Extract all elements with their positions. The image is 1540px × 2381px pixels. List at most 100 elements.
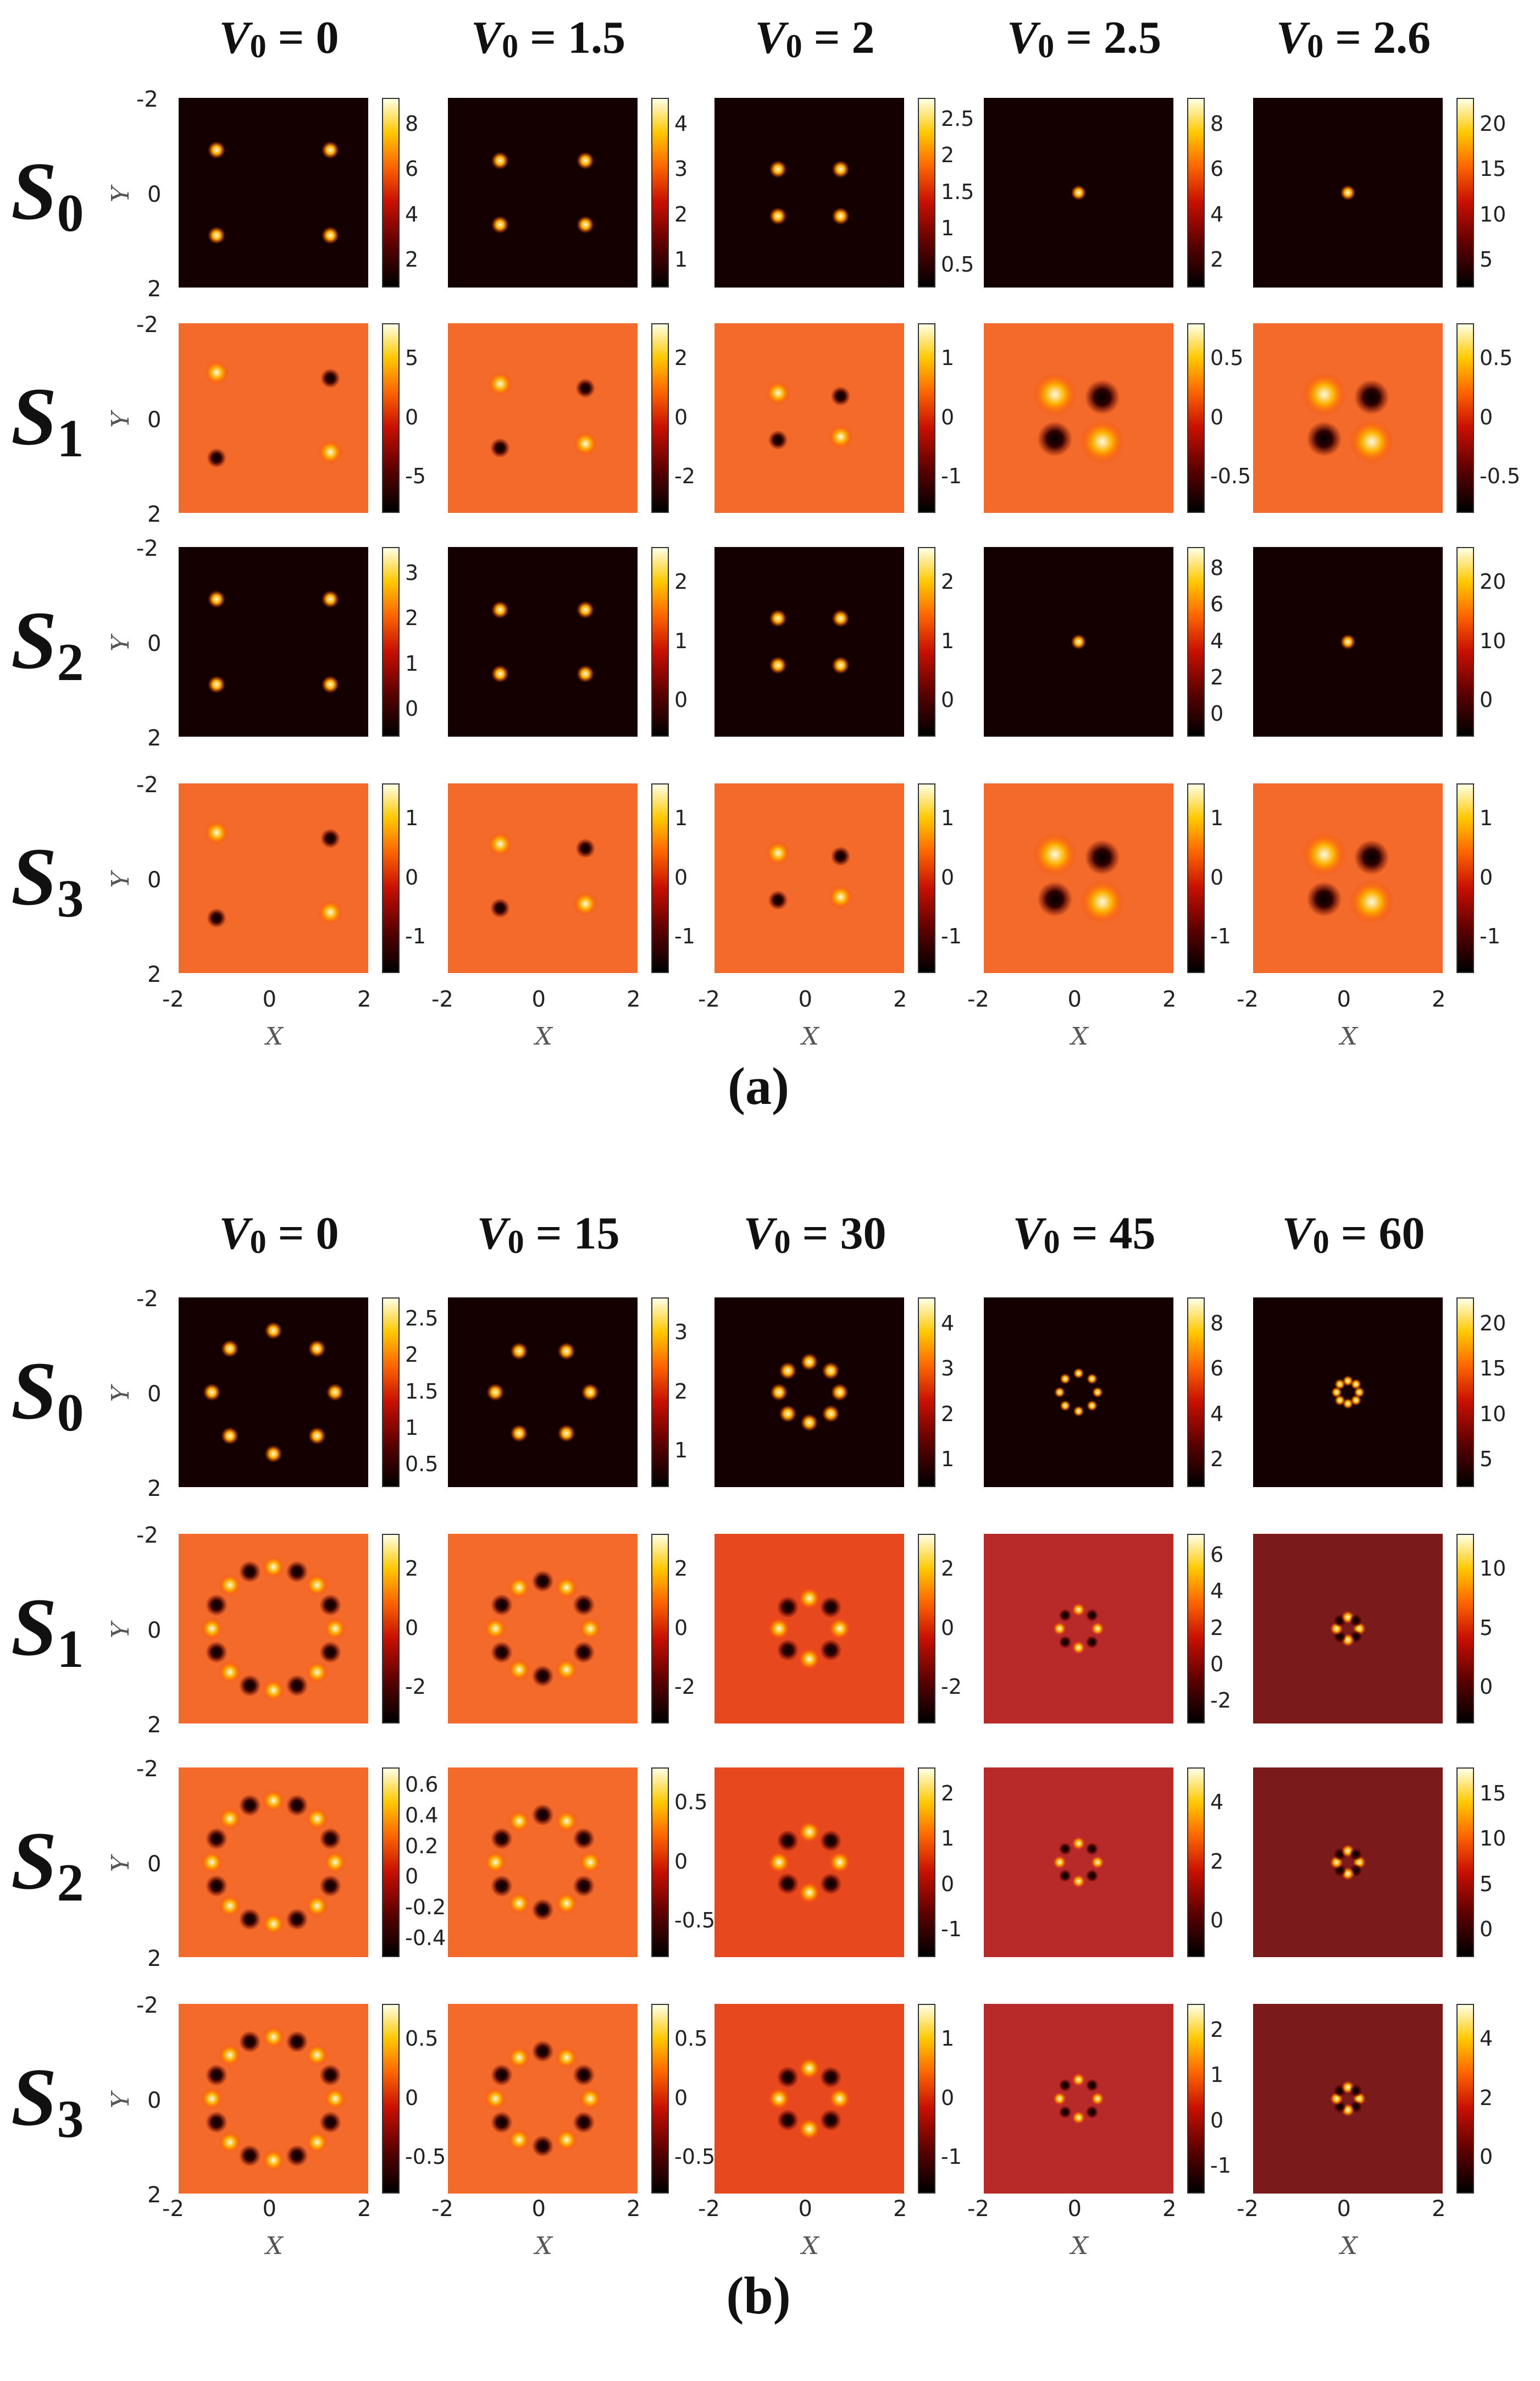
intensity-peak: [1072, 1875, 1085, 1888]
field-panel: [714, 783, 904, 973]
intensity-dip: [490, 1641, 513, 1664]
colorbar-tick-label: 6: [1210, 157, 1224, 181]
field-panel: [714, 547, 904, 737]
intensity-dip: [239, 2030, 261, 2053]
field-panel: [179, 98, 368, 288]
colorbar-tick-label: 2: [941, 1401, 955, 1426]
colorbar: [918, 98, 935, 288]
intensity-dip: [819, 1639, 842, 1661]
colorbar-tick-label: 4: [674, 112, 688, 136]
intensity-peak: [306, 1808, 328, 1830]
y-tick-label: 2: [147, 1476, 162, 1501]
colorbar: [1456, 323, 1474, 513]
x-tick-label: 0: [1067, 987, 1082, 1012]
intensity-peak: [1071, 634, 1087, 650]
x-axis-label: X: [535, 1023, 552, 1051]
intensity-dip: [319, 1875, 342, 1897]
intensity-peak: [555, 1810, 578, 1832]
colorbar-tick-label: 0: [1210, 1908, 1224, 1933]
colorbar-tick-label: -2: [674, 1675, 695, 1699]
intensity-dip: [205, 1594, 228, 1616]
colorbar-tick-label: -0.5: [1480, 464, 1521, 489]
intensity-peak: [828, 424, 853, 449]
intensity-peak: [1340, 185, 1356, 201]
y-tick-label: 0: [147, 1851, 162, 1877]
field-panel: [448, 98, 638, 288]
y-tick-label: -2: [136, 1756, 158, 1782]
intensity-dip: [1354, 839, 1389, 875]
colorbar: [1187, 1767, 1205, 1957]
intensity-dip: [239, 1908, 261, 1931]
y-tick-label: -2: [136, 1286, 158, 1312]
colorbar-tick-label: 0: [674, 688, 688, 712]
intensity-dip: [205, 1827, 228, 1850]
intensity-peak: [1086, 1373, 1098, 1385]
colorbar-tick-label: 8: [405, 112, 419, 136]
colorbar-tick-label: 0: [674, 1615, 688, 1640]
colorbar-tick-label: 6: [1210, 1356, 1224, 1381]
y-tick-label: 0: [147, 1617, 162, 1643]
intensity-dip: [1085, 1869, 1099, 1882]
colorbar-tick-label: 10: [1480, 202, 1506, 227]
intensity-peak: [798, 1881, 821, 1904]
colorbar: [651, 2004, 669, 2194]
colorbar-tick-label: 0: [405, 1615, 419, 1640]
colorbar-tick-label: 1: [405, 1415, 419, 1440]
colorbar-tick-label: 4: [1210, 1401, 1224, 1426]
intensity-dip: [1085, 2105, 1099, 2119]
colorbar-tick-label: 1: [1210, 805, 1224, 830]
intensity-dip: [531, 1804, 554, 1826]
intensity-peak: [203, 1383, 221, 1401]
intensity-peak: [573, 892, 598, 916]
intensity-peak: [579, 1617, 601, 1640]
colorbar-tick-label: -2: [1210, 1688, 1231, 1713]
colorbar: [1456, 1534, 1474, 1723]
intensity-dip: [777, 1830, 799, 1852]
colorbar-tick-label: 0: [1210, 701, 1224, 726]
row-label: S0: [11, 146, 84, 243]
intensity-peak: [488, 832, 512, 857]
x-tick-label: 2: [1432, 2196, 1446, 2222]
colorbar-tick-label: 0: [674, 405, 688, 429]
colorbar: [382, 98, 400, 288]
intensity-dip: [1306, 881, 1342, 917]
colorbar-tick-label: 0: [941, 405, 955, 429]
intensity-dip: [319, 1827, 342, 1850]
intensity-dip: [319, 1641, 342, 1664]
intensity-peak: [208, 590, 225, 608]
field-panel: [448, 547, 638, 737]
x-tick-label: -2: [1237, 2196, 1259, 2222]
colorbar-tick-label: 1.5: [941, 179, 974, 204]
x-tick-label: -2: [431, 987, 453, 1012]
colorbar-tick-label: 0: [1480, 2145, 1493, 2169]
colorbar-tick-label: 2: [405, 247, 419, 272]
colorbar-tick-label: 0: [941, 688, 955, 712]
intensity-dip: [531, 1898, 554, 1921]
intensity-peak: [828, 1617, 851, 1640]
colorbar-tick-label: 4: [1210, 1579, 1224, 1604]
intensity-peak: [1302, 372, 1347, 417]
intensity-peak: [769, 207, 787, 225]
x-axis-label: X: [1340, 2232, 1358, 2260]
intensity-dip: [207, 908, 226, 928]
intensity-dip: [490, 2064, 513, 2086]
colorbar-tick-label: -2: [405, 1675, 426, 1699]
colorbar-tick-label: 6: [1210, 1542, 1224, 1567]
colorbar: [918, 547, 935, 737]
colorbar-tick-label: -1: [674, 924, 695, 949]
colorbar-tick-label: 1: [674, 1438, 688, 1463]
y-tick-label: 0: [147, 631, 162, 656]
colorbar-tick-label: 1: [941, 2026, 955, 2051]
colorbar-tick-label: 0.5: [941, 252, 974, 277]
intensity-peak: [219, 1808, 241, 1830]
intensity-peak: [204, 360, 229, 385]
colorbar-tick-label: 3: [941, 1356, 955, 1381]
colorbar-tick-label: -0.5: [405, 2145, 446, 2169]
x-tick-label: 0: [1067, 2196, 1082, 2222]
intensity-peak: [557, 1342, 575, 1360]
colorbar: [1187, 98, 1205, 288]
intensity-peak: [555, 1659, 578, 1681]
intensity-peak: [508, 2046, 530, 2069]
intensity-dip: [819, 1830, 842, 1852]
intensity-dip: [490, 898, 510, 918]
